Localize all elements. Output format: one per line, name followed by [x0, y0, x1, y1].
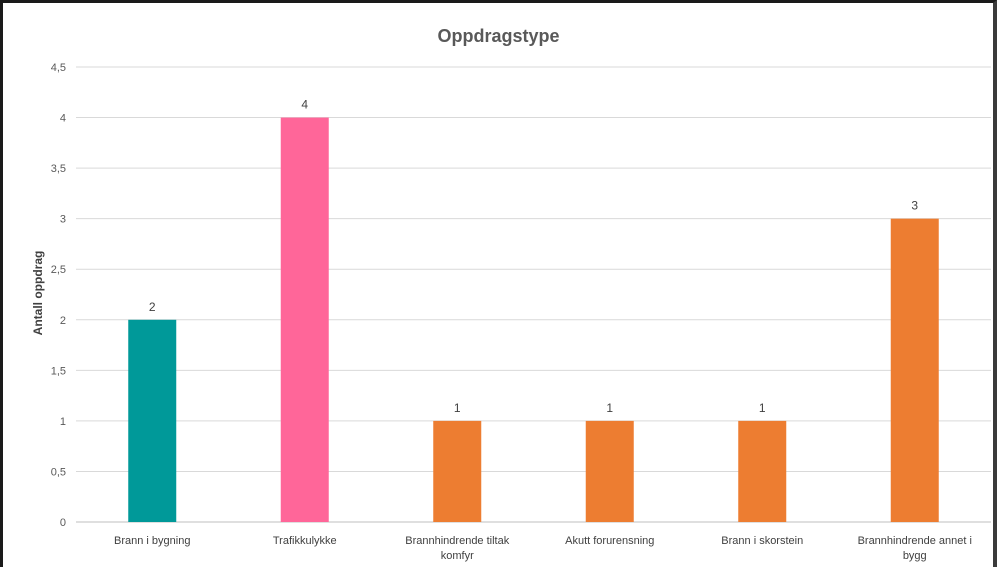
data-label: 4 [301, 98, 308, 112]
data-label: 1 [454, 401, 461, 415]
bar [585, 420, 634, 522]
chart-title: Oppdragstype [437, 26, 560, 46]
bar [890, 218, 939, 522]
y-tick-label: 0 [60, 517, 66, 529]
data-label: 1 [759, 401, 766, 415]
category-label: Brann i bygning [114, 535, 190, 547]
y-tick-label: 3,5 [51, 163, 66, 175]
y-tick-label: 3 [60, 214, 66, 226]
bar [280, 117, 329, 523]
category-label: Brann i skorstein [721, 535, 803, 547]
data-label: 2 [149, 300, 156, 314]
data-label: 3 [911, 199, 918, 213]
bar [128, 319, 177, 522]
bar [738, 420, 787, 522]
y-tick-label: 2 [60, 315, 66, 327]
category-label: Trafikkulykke [273, 535, 337, 547]
bar [433, 420, 482, 522]
y-tick-label: 4,5 [51, 62, 66, 74]
y-tick-label: 0,5 [51, 466, 66, 478]
y-tick-label: 1 [60, 416, 66, 428]
y-tick-label: 4 [60, 113, 66, 125]
category-label: Brannhindrende tiltak komfyr [405, 535, 509, 562]
y-tick-label: 2,5 [51, 264, 66, 276]
data-label: 1 [606, 401, 613, 415]
y-tick-label: 1,5 [51, 365, 66, 377]
category-label: Brannhindrende annet i bygg [858, 535, 972, 562]
category-label: Akutt forurensning [565, 535, 654, 547]
